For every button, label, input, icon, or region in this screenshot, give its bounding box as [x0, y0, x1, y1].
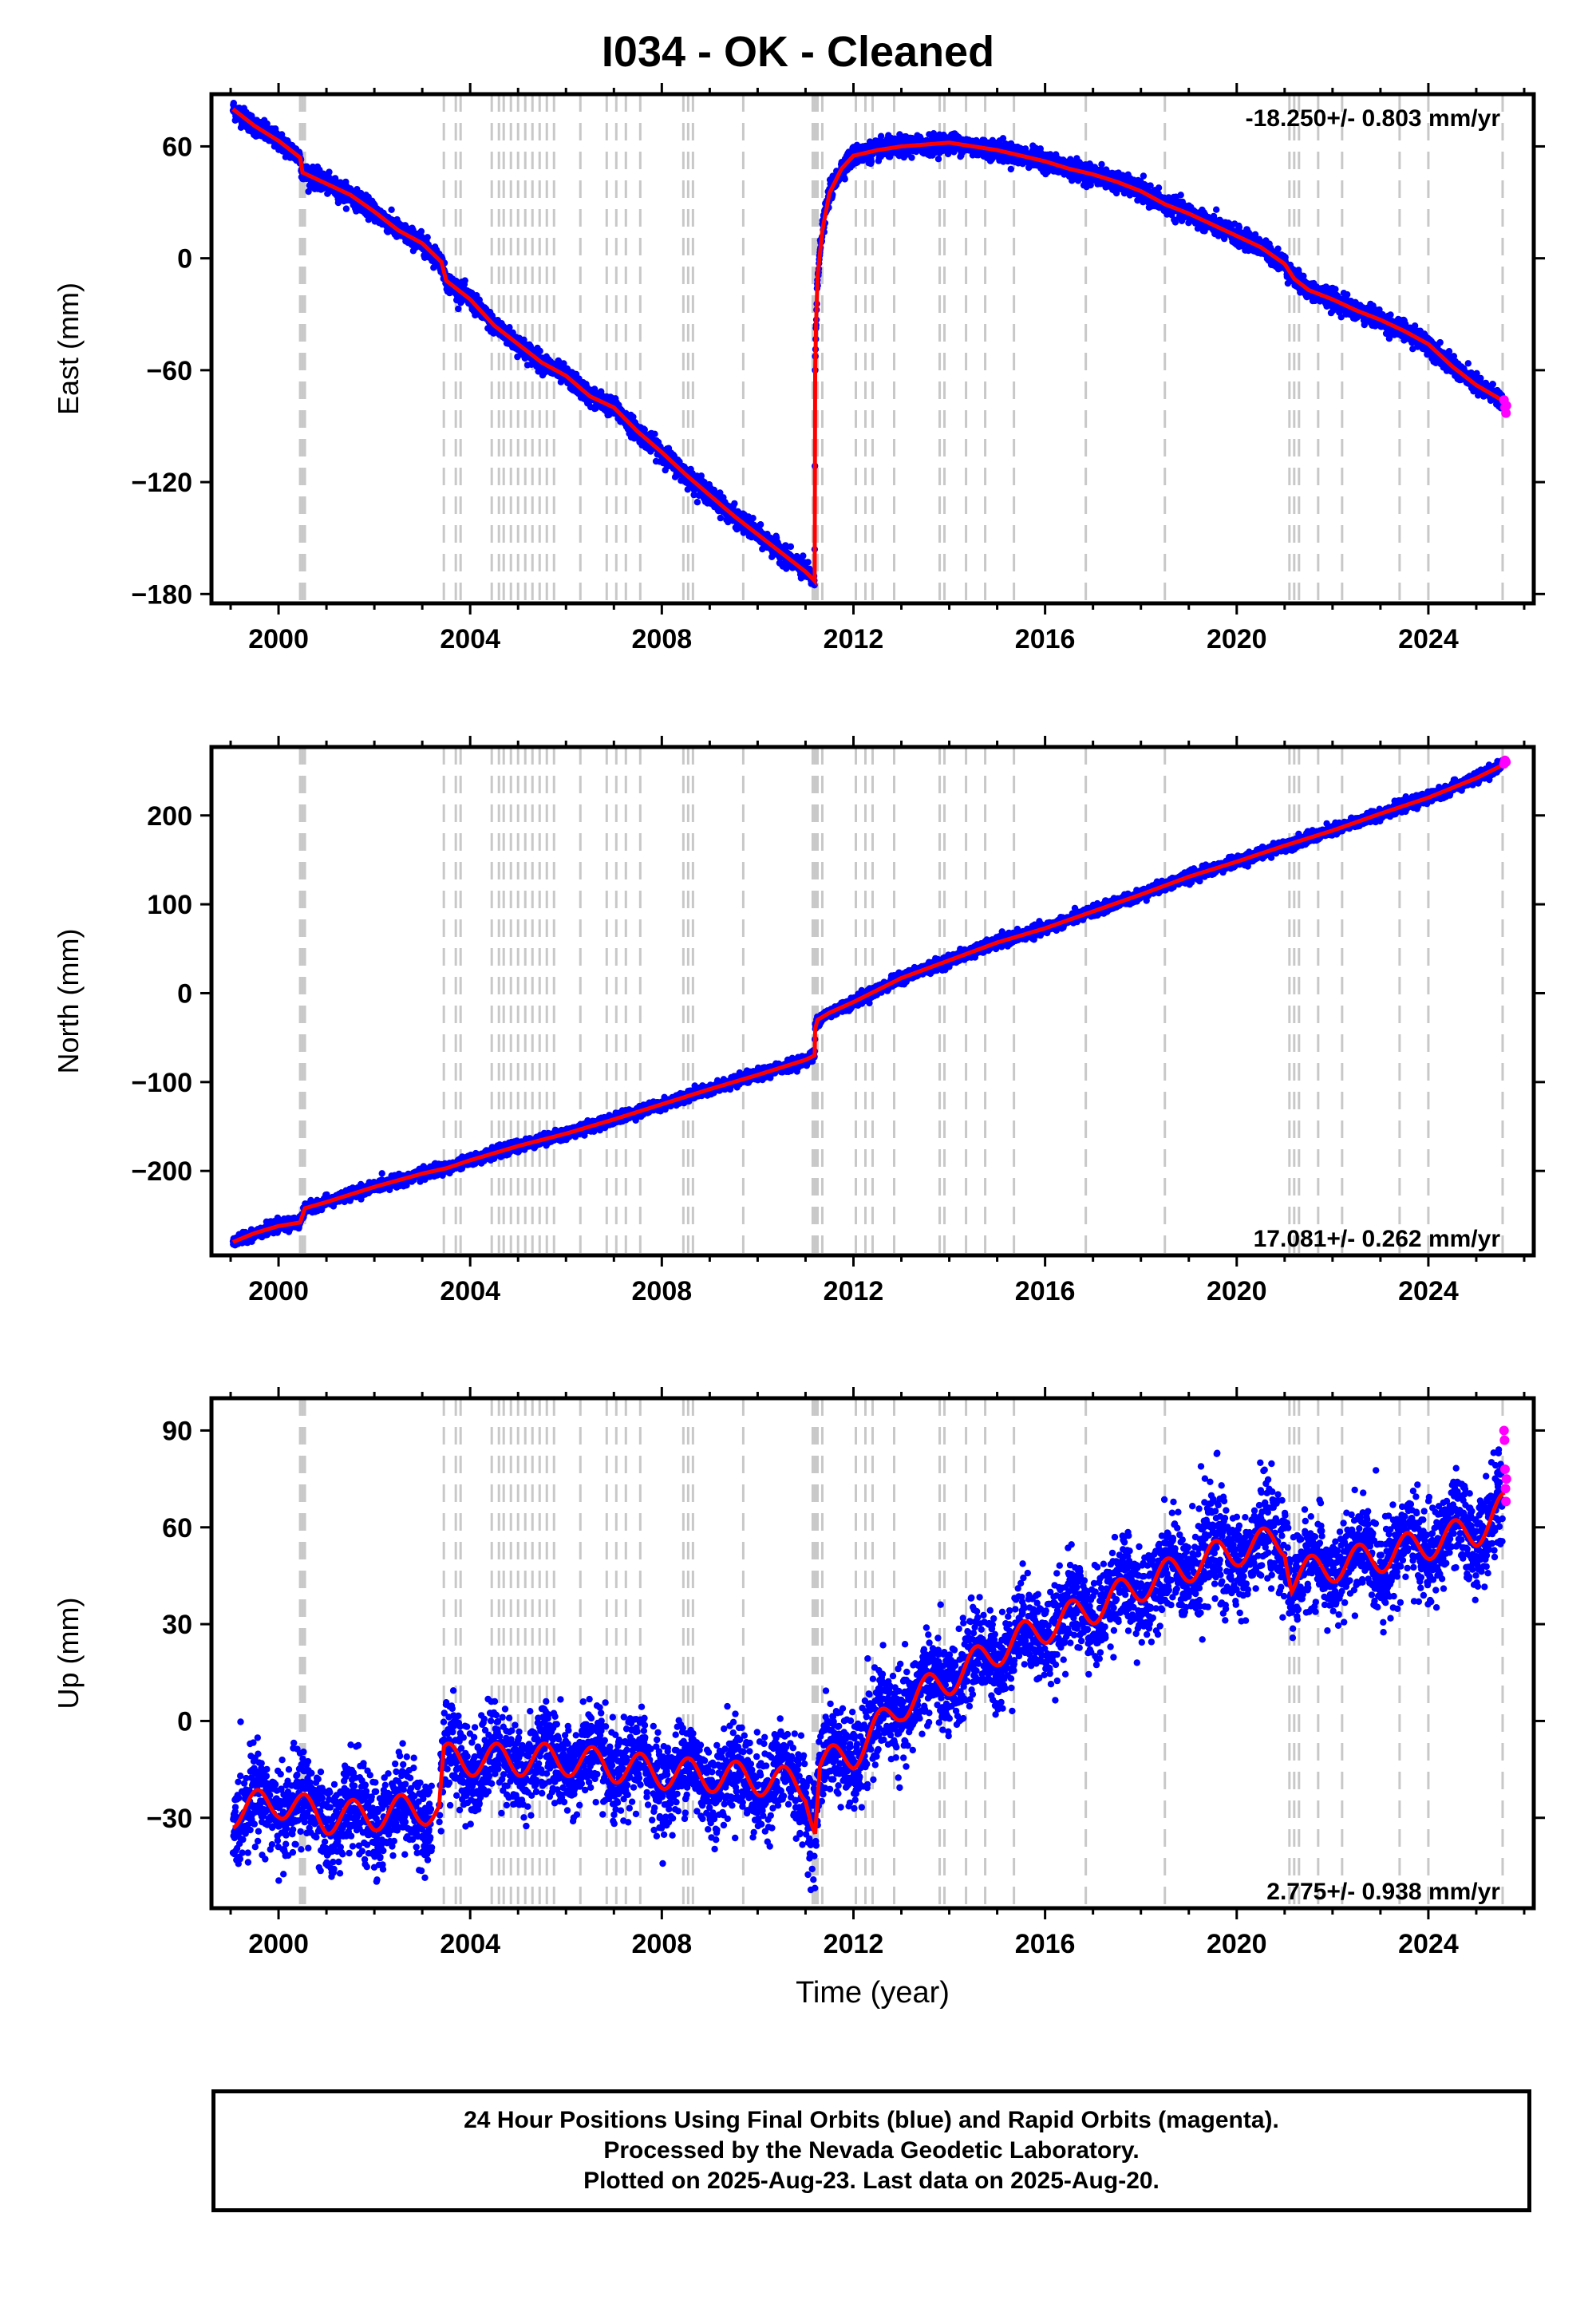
- data-point: [749, 515, 757, 522]
- data-point: [536, 347, 543, 355]
- data-point: [409, 227, 417, 234]
- data-point: [651, 430, 658, 437]
- data-point: [867, 158, 875, 165]
- data-point: [388, 206, 395, 213]
- data-point: [1274, 245, 1282, 252]
- data-point: [717, 514, 725, 522]
- data-point: [731, 500, 738, 508]
- data-point: [1140, 172, 1148, 180]
- panel-east: 2000 2004 2008 2012 2016 2020 2024600−60−120−1…: [52, 83, 1545, 654]
- data-point: [1177, 192, 1184, 199]
- data-point: [787, 543, 795, 551]
- data-point: [358, 189, 365, 197]
- data-point: [417, 227, 425, 235]
- data-point: [757, 521, 764, 528]
- data-point: [305, 188, 312, 196]
- data-point: [804, 559, 812, 566]
- data-point: [693, 499, 701, 506]
- plot-area: [229, 94, 1511, 603]
- data-point: [908, 154, 915, 161]
- data-point: [424, 234, 431, 241]
- data-point: [1098, 160, 1105, 168]
- data-point: [263, 120, 271, 128]
- data-point: [1007, 165, 1015, 173]
- data-point: [342, 205, 350, 212]
- page-title: I034 - OK - Cleaned: [601, 28, 995, 76]
- final-orbit-points: [229, 100, 1506, 589]
- data-point: [461, 277, 468, 284]
- data-point: [334, 199, 342, 207]
- data-point: [230, 100, 237, 107]
- data-point: [934, 156, 942, 163]
- data-point: [1213, 206, 1220, 213]
- data-point: [455, 305, 462, 313]
- data-point: [506, 324, 513, 331]
- data-point: [841, 176, 848, 183]
- data-point: [800, 552, 807, 559]
- data-point: [278, 131, 286, 138]
- data-point: [326, 168, 333, 176]
- data-point: [1155, 184, 1163, 192]
